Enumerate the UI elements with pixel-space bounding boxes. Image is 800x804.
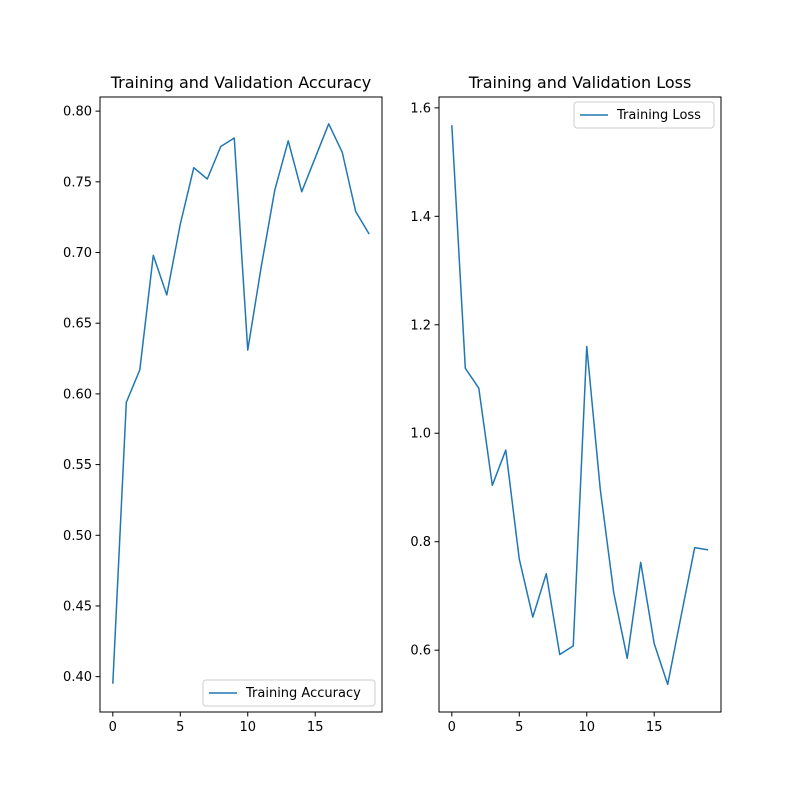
accuracy-legend-box (202, 679, 376, 707)
loss-x-tick-label: 0 (448, 720, 456, 735)
loss-axis-ticks: 0 5 10 15 0.6 0.8 1.0 1.2 1.4 1.6 (410, 101, 662, 735)
accuracy-x-tick-label: 10 (239, 720, 256, 735)
accuracy-y-tick-label: 0.45 (63, 599, 92, 614)
accuracy-x-tick-label: 15 (307, 720, 324, 735)
accuracy-axis-ticks: 0 5 10 15 0.40 0.45 0.50 0.55 0.60 0.65 0.70 0.75 0.… (63, 105, 323, 735)
accuracy-legend: Training Accuracy (202, 679, 376, 707)
loss-y-tick-label: 0.6 (410, 644, 431, 659)
accuracy-x-tick-label: 0 (109, 720, 117, 735)
loss-y-tick-label: 1.0 (410, 427, 431, 442)
loss-x-tick-label: 15 (646, 720, 663, 735)
accuracy-y-tick-label: 0.75 (63, 175, 92, 190)
loss-y-tick-label: 1.2 (410, 318, 431, 333)
accuracy-chart-title: Training and Validation Accuracy (110, 73, 372, 92)
loss-y-tick-label: 1.6 (410, 101, 431, 116)
loss-y-tick-label: 0.8 (410, 535, 431, 550)
accuracy-y-tick-label: 0.60 (63, 387, 92, 402)
accuracy-x-tick-label: 5 (176, 720, 184, 735)
loss-legend-label: Training Loss (616, 108, 701, 123)
accuracy-axes-frame (99, 96, 383, 713)
loss-legend: Training Loss (573, 101, 715, 129)
accuracy-y-tick-label: 0.65 (63, 317, 92, 332)
accuracy-y-tick-label: 0.40 (63, 670, 92, 685)
accuracy-legend-label: Training Accuracy (245, 686, 361, 701)
accuracy-y-tick-label: 0.80 (63, 105, 92, 120)
loss-series-line (451, 125, 709, 686)
accuracy-y-tick-label: 0.70 (63, 246, 92, 261)
loss-legend-box (573, 101, 715, 129)
loss-y-tick-label: 1.4 (410, 210, 431, 225)
accuracy-series-line (112, 123, 370, 684)
loss-x-tick-label: 5 (515, 720, 523, 735)
loss-chart-title: Training and Validation Loss (468, 73, 692, 92)
accuracy-y-tick-label: 0.55 (63, 458, 92, 473)
accuracy-subplot: Training and Validation Accuracy 0 5 10 150… (63, 73, 383, 735)
loss-subplot: Training and Validation Loss 0 5 10 15 0.6 0.… (410, 73, 722, 735)
loss-axes-frame (438, 96, 722, 713)
accuracy-y-tick-label: 0.50 (63, 529, 92, 544)
loss-x-tick-label: 10 (578, 720, 595, 735)
